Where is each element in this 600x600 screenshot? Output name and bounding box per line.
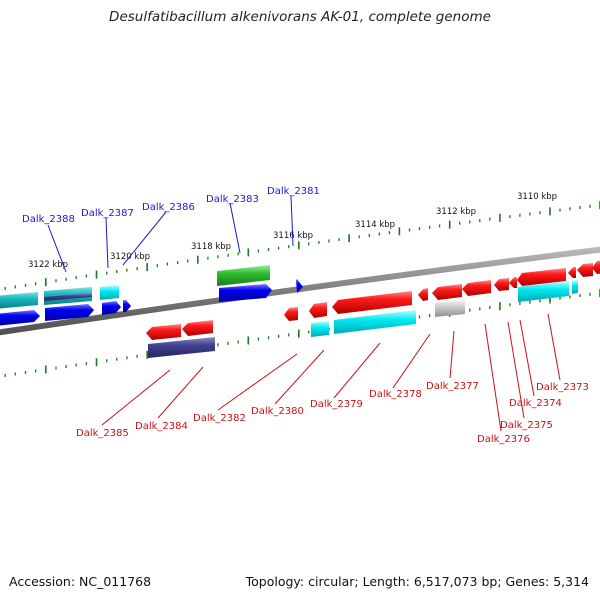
scale-label-3110: 3110 kbp bbox=[517, 192, 557, 202]
genes-bottom-outer bbox=[146, 280, 578, 358]
top-gene-labels: Dalk_2388 Dalk_2387 Dalk_2386 Dalk_2383 … bbox=[22, 186, 320, 225]
gene-blue-2383b bbox=[219, 284, 272, 302]
gene-cyan-2380 bbox=[311, 321, 329, 337]
bottom-label-leaders bbox=[101, 313, 561, 432]
label-dalk-2386: Dalk_2386 bbox=[142, 202, 195, 213]
gene-blue-2381 bbox=[296, 279, 303, 293]
label-dalk-2374: Dalk_2374 bbox=[509, 398, 562, 409]
gene-blue-2386b bbox=[123, 300, 131, 312]
gene-red-edge bbox=[592, 260, 600, 274]
gene-red-2384 bbox=[182, 320, 213, 336]
gene-cyan-2373 bbox=[572, 280, 578, 294]
gene-red-2379 bbox=[332, 291, 412, 314]
gene-green-2383 bbox=[217, 265, 270, 286]
scale-label-3122: 3122 kbp bbox=[28, 260, 68, 270]
chromosome-backbone bbox=[0, 246, 600, 336]
genes-top-outer bbox=[0, 265, 270, 309]
scale-label-3118: 3118 kbp bbox=[191, 242, 231, 252]
gene-blue-2388 bbox=[45, 304, 94, 321]
genes-bottom-inner bbox=[284, 260, 600, 321]
label-dalk-2388: Dalk_2388 bbox=[22, 214, 75, 225]
gene-red-2377 bbox=[432, 284, 462, 300]
gene-purple-stripe bbox=[44, 293, 92, 301]
label-dalk-2379: Dalk_2379 bbox=[310, 399, 363, 410]
gene-cyan-2379 bbox=[334, 310, 416, 334]
label-dalk-2376: Dalk_2376 bbox=[477, 434, 530, 445]
gene-red-2372 bbox=[568, 267, 576, 278]
scale-ticks-upper bbox=[4, 201, 600, 290]
genes-top-inner bbox=[0, 279, 303, 326]
gene-red-2375 bbox=[494, 278, 509, 291]
figure-title: Desulfatibacillum alkenivorans AK-01, co… bbox=[109, 9, 491, 25]
gene-red-2371 bbox=[577, 263, 593, 277]
gene-red-2376 bbox=[462, 280, 491, 296]
label-dalk-2377: Dalk_2377 bbox=[426, 381, 479, 392]
gene-blue-left bbox=[0, 310, 40, 326]
gene-blue-2387b bbox=[102, 301, 121, 315]
label-dalk-2381: Dalk_2381 bbox=[267, 186, 320, 197]
topology-text: Topology: circular; Length: 6,517,073 bp… bbox=[245, 574, 589, 589]
gene-red-2385 bbox=[146, 324, 181, 340]
label-dalk-2380: Dalk_2380 bbox=[251, 406, 304, 417]
gene-red-2380 bbox=[309, 302, 327, 318]
label-dalk-2383: Dalk_2383 bbox=[206, 194, 259, 205]
bottom-gene-labels: Dalk_2385 Dalk_2384 Dalk_2382 Dalk_2380 … bbox=[76, 381, 589, 445]
scale-label-3114: 3114 kbp bbox=[355, 220, 395, 230]
gene-red-2378 bbox=[418, 288, 428, 301]
gene-red-2380a bbox=[284, 307, 298, 321]
gene-red-2374 bbox=[509, 277, 517, 288]
gene-red-2373 bbox=[517, 268, 566, 286]
gene-cyan-2374 bbox=[518, 281, 569, 302]
label-dalk-2384: Dalk_2384 bbox=[135, 421, 188, 432]
scale-label-3112: 3112 kbp bbox=[436, 207, 476, 217]
label-dalk-2385: Dalk_2385 bbox=[76, 428, 129, 439]
label-dalk-2382: Dalk_2382 bbox=[193, 413, 246, 424]
gene-cyan-2386 bbox=[100, 285, 119, 300]
label-dalk-2387: Dalk_2387 bbox=[81, 208, 134, 219]
accession-text: Accession: NC_011768 bbox=[9, 574, 152, 589]
gene-teal-left bbox=[0, 292, 38, 309]
label-dalk-2375: Dalk_2375 bbox=[500, 420, 553, 431]
label-dalk-2373: Dalk_2373 bbox=[536, 382, 589, 393]
label-dalk-2378: Dalk_2378 bbox=[369, 389, 422, 400]
top-label-leaders bbox=[47, 195, 294, 273]
gene-grey-2377 bbox=[435, 300, 465, 317]
gene-purple-2385 bbox=[148, 337, 215, 358]
